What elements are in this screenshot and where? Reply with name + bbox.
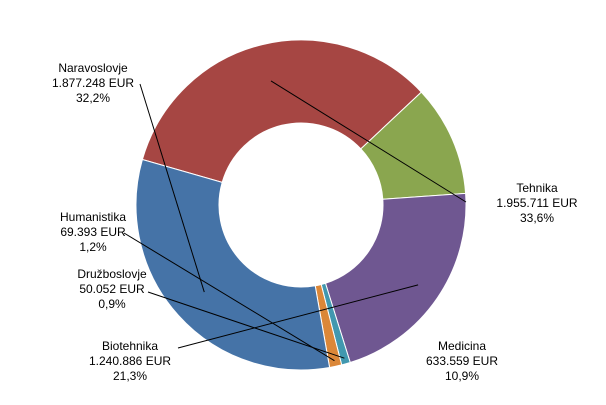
data-label-medicina: Medicina 633.559 EUR 10,9% — [426, 339, 498, 383]
leader-line-biotehnika — [177, 284, 419, 349]
leader-line-humanistika — [123, 232, 335, 362]
label-value-naravoslovje: 1.877.248 EUR — [52, 76, 134, 90]
slice-tehnika — [141, 39, 423, 184]
label-value-humanistika: 69.393 EUR — [60, 225, 126, 239]
label-percent-humanistika: 1,2% — [79, 240, 107, 254]
label-name-tehnika: Tehnika — [516, 181, 558, 195]
label-value-medicina: 633.559 EUR — [426, 354, 498, 368]
leader-line-tehnika — [270, 80, 467, 203]
label-percent-tehnika: 33,6% — [520, 211, 554, 225]
label-percent-naravoslovje: 32,2% — [76, 91, 110, 105]
label-name-druzboslovje: Družboslovje — [77, 267, 147, 281]
label-name-biotehnika: Biotehnika — [102, 339, 158, 353]
data-label-tehnika: Tehnika 1.955.711 EUR 33,6% — [496, 181, 577, 225]
data-label-humanistika: Humanistika 69.393 EUR 1,2% — [60, 210, 126, 254]
data-label-biotehnika: Biotehnika 1.240.886 EUR 21,3% — [89, 339, 171, 383]
label-value-druzboslovje: 50.052 EUR — [79, 282, 145, 296]
label-value-tehnika: 1.955.711 EUR — [496, 196, 577, 210]
slice-biotehnika — [324, 192, 467, 364]
label-name-humanistika: Humanistika — [60, 210, 126, 224]
label-name-medicina: Medicina — [438, 339, 486, 353]
label-percent-biotehnika: 21,3% — [113, 369, 147, 383]
slice-naravoslovje — [135, 158, 331, 371]
label-name-naravoslovje: Naravoslovje — [58, 61, 128, 75]
label-value-biotehnika: 1.240.886 EUR — [89, 354, 171, 368]
data-label-naravoslovje: Naravoslovje 1.877.248 EUR 32,2% — [52, 61, 134, 105]
label-percent-druzboslovje: 0,9% — [98, 297, 126, 311]
data-label-druzboslovje: Družboslovje 50.052 EUR 0,9% — [77, 267, 147, 311]
label-percent-medicina: 10,9% — [445, 369, 479, 383]
leader-line-naravoslovje — [139, 83, 205, 293]
